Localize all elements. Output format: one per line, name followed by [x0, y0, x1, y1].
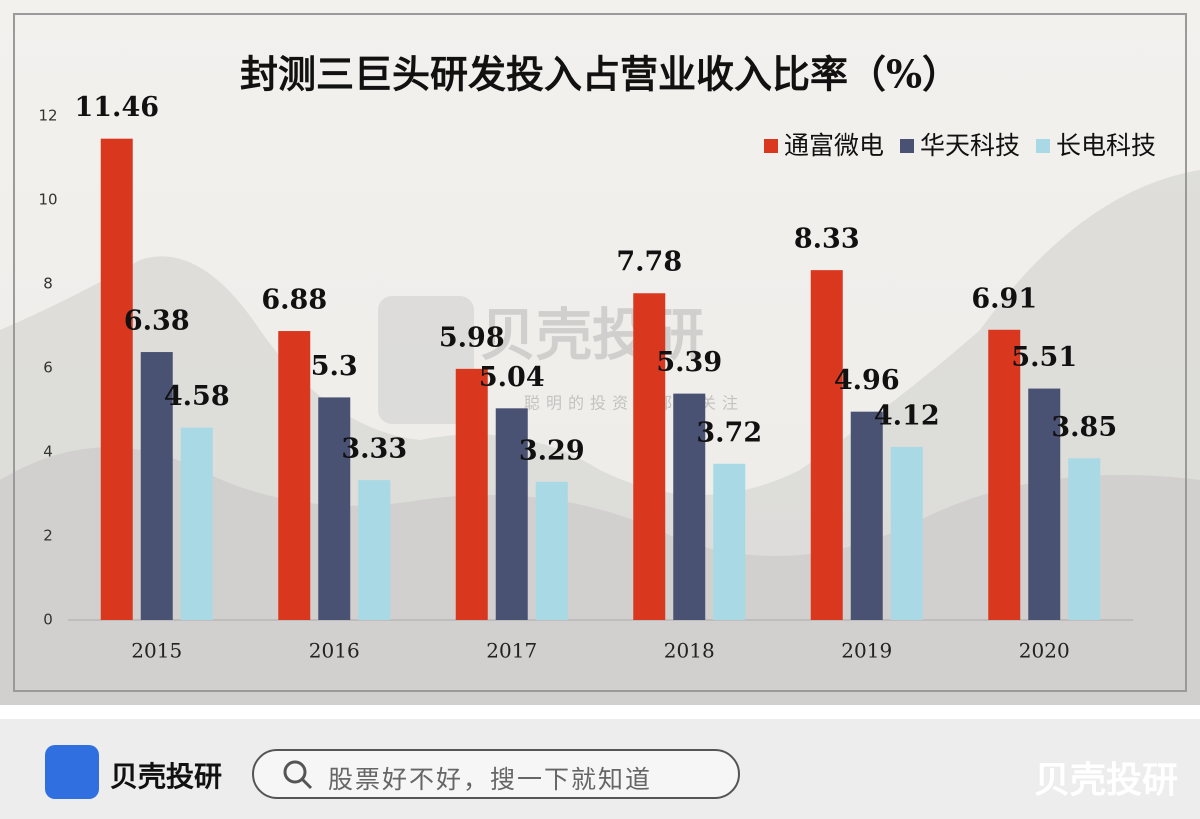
x-tick-label: 2015: [131, 639, 182, 663]
bar: [890, 446, 923, 620]
bar: [140, 352, 173, 620]
bar: [673, 393, 706, 620]
y-tick-label: 8: [43, 275, 53, 293]
footer: 贝壳投研 股票好不好，搜一下就知道 贝壳投研: [0, 705, 1200, 819]
bar: [633, 293, 666, 620]
watermark-logo: [378, 296, 474, 424]
value-label: 3.85: [1051, 412, 1117, 443]
value-label: 4.58: [164, 381, 230, 412]
chart: 贝壳投研 聪明的投资者都在关注 封测三巨头研发投入占营业收入比率（%） 0246…: [0, 0, 1200, 705]
y-tick-label: 10: [38, 191, 57, 209]
legend-swatch: [900, 139, 914, 153]
y-tick-label: 12: [38, 107, 57, 125]
value-label: 7.78: [616, 247, 682, 278]
y-tick-label: 0: [43, 611, 53, 629]
bar: [810, 270, 843, 620]
search-icon: [283, 760, 313, 790]
y-tick-label: 6: [43, 359, 53, 377]
bar: [713, 463, 746, 620]
bar: [100, 138, 133, 620]
frame: [13, 13, 1187, 692]
value-label: 6.38: [124, 306, 190, 337]
x-tick-label: 2016: [309, 639, 360, 663]
bar: [278, 331, 311, 620]
y-tick-label: 2: [43, 527, 53, 545]
bar: [180, 427, 213, 620]
search-placeholder: 股票好不好，搜一下就知道: [328, 765, 653, 794]
value-label: 4.12: [874, 400, 940, 431]
value-label: 3.29: [519, 435, 585, 466]
value-label: 4.96: [834, 365, 900, 396]
bar: [1028, 388, 1061, 620]
bar: [358, 480, 391, 620]
chart-title: 封测三巨头研发投入占营业收入比率（%）: [240, 52, 960, 97]
legend-swatch: [1036, 139, 1050, 153]
value-label: 3.72: [696, 417, 762, 448]
legend-swatch: [764, 139, 778, 153]
value-label: 5.3: [311, 351, 358, 382]
legend-label: 长电科技: [1056, 131, 1156, 160]
logo[interactable]: [45, 745, 99, 799]
value-label: 5.98: [439, 322, 505, 353]
bar: [988, 329, 1021, 620]
value-label: 6.88: [261, 285, 327, 316]
x-tick-label: 2018: [664, 639, 715, 663]
brand[interactable]: 贝壳投研: [110, 760, 223, 793]
value-label: 5.04: [479, 362, 545, 393]
x-tick-label: 2019: [841, 639, 892, 663]
corner-mark: 贝壳投研: [1033, 760, 1178, 801]
value-label: 3.33: [341, 434, 407, 465]
x-tick-label: 2020: [1019, 639, 1070, 663]
bar: [495, 408, 528, 620]
bar: [318, 397, 351, 620]
search-box[interactable]: 股票好不好，搜一下就知道: [252, 749, 740, 799]
legend-label: 华天科技: [920, 131, 1020, 160]
legend-label: 通富微电: [784, 131, 884, 160]
value-label: 5.51: [1011, 342, 1077, 373]
value-label: 11.46: [74, 92, 159, 123]
watermark: 贝壳投研: [480, 303, 704, 369]
value-label: 8.33: [794, 224, 860, 255]
x-tick-label: 2017: [486, 639, 537, 663]
bar: [850, 411, 883, 620]
value-label: 6.91: [971, 283, 1037, 314]
bar: [1068, 458, 1101, 620]
bar: [455, 368, 488, 620]
value-label: 5.39: [656, 347, 722, 378]
y-tick-label: 4: [43, 443, 53, 461]
bar: [535, 481, 568, 620]
